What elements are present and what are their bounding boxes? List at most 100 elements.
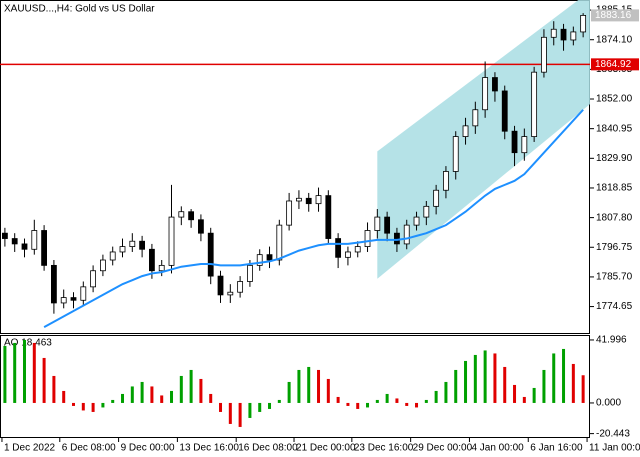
candle-body <box>247 264 253 282</box>
ao-bar <box>72 402 76 406</box>
ao-bar <box>571 363 575 403</box>
y-tick-label: -20.443 <box>596 428 630 439</box>
ao-bar <box>405 402 409 406</box>
last-price-label-box <box>591 9 639 22</box>
candle-body <box>413 216 420 226</box>
y-tick-label: 1852.00 <box>596 94 633 105</box>
candle-body <box>501 90 508 132</box>
candle-body <box>492 77 498 92</box>
chart-title: XAUUSD...,H4: Gold vs US Dollar <box>4 4 155 15</box>
y-tick-label: 1785.70 <box>596 272 633 283</box>
candle-body <box>305 197 312 205</box>
x-tick-label: 4 Jan 00:00 <box>471 443 524 454</box>
candle-body <box>433 189 440 207</box>
moving-average <box>43 109 584 328</box>
candle-body <box>31 230 38 250</box>
ao-bar <box>277 399 281 403</box>
candle-body <box>511 130 518 154</box>
candle-body <box>531 71 538 137</box>
candle-body <box>443 171 449 191</box>
ao-bar <box>415 402 419 408</box>
ao-bar <box>32 342 36 403</box>
candle-body <box>550 28 557 38</box>
ao-bar <box>473 354 477 403</box>
main-frame <box>0 0 590 334</box>
ao-bar <box>562 348 566 403</box>
candle-body <box>452 136 459 172</box>
ao-bar <box>42 357 46 403</box>
candle-body <box>384 216 391 234</box>
candle-body <box>2 232 8 239</box>
x-tick-label: 6 Dec 08:00 <box>62 443 116 454</box>
candle-body <box>80 286 87 301</box>
ao-bar <box>424 399 428 403</box>
ao-bar <box>444 381 448 403</box>
y-tick-label: 1774.65 <box>596 301 633 312</box>
channel <box>377 0 590 279</box>
ao-bar <box>219 402 223 412</box>
y-tick-label: 1829.90 <box>596 153 633 164</box>
ao-bar <box>62 390 66 403</box>
candle-body <box>472 109 479 127</box>
candle-body <box>207 232 214 277</box>
ao-bar <box>170 390 174 403</box>
candle-body <box>423 205 430 218</box>
ao-bar <box>199 378 203 403</box>
candle-body <box>60 297 67 304</box>
candle-body <box>129 240 136 247</box>
ao-bar <box>552 353 556 403</box>
candle-body <box>325 195 332 239</box>
ao-bar <box>366 402 370 408</box>
x-tick-label: 23 Dec 16:00 <box>354 443 414 454</box>
candle-body <box>364 230 371 247</box>
ao-bar <box>483 350 487 403</box>
candle-body <box>178 211 185 218</box>
x-tick-label: 21 Dec 00:00 <box>296 443 356 454</box>
x-tick-label: 1 Dec 2022 <box>4 443 56 454</box>
ao-bar <box>160 395 164 403</box>
y-tick-label: 1874.10 <box>596 34 633 45</box>
ao-bar <box>258 402 262 412</box>
candle-body <box>158 264 165 272</box>
candle-body <box>119 246 126 253</box>
last-price-label: 1883.16 <box>595 10 632 21</box>
ao-bar <box>228 402 232 424</box>
candle-body <box>266 254 273 261</box>
ao-bar <box>287 381 291 403</box>
x-tick-label: 9 Dec 00:00 <box>121 443 175 454</box>
candle-body <box>394 232 400 245</box>
candle-body <box>560 28 567 41</box>
candle-body <box>482 77 489 111</box>
candle-body <box>374 216 381 231</box>
candle-body <box>335 238 342 258</box>
ao-bar <box>13 342 17 403</box>
ao-bar <box>434 390 438 403</box>
ao-bar <box>513 384 517 403</box>
y-tick-label: 1818.85 <box>596 183 633 194</box>
candle-body <box>11 238 18 245</box>
ao-bar <box>307 366 311 403</box>
ao-bar <box>356 402 360 409</box>
ao-bar <box>209 393 213 403</box>
ao-bar <box>3 345 7 403</box>
y-tick-label: 0.000 <box>596 398 621 409</box>
ao-bar <box>522 396 526 403</box>
y-tick-label: 41.996 <box>596 335 627 346</box>
candle-body <box>168 216 175 266</box>
candle-body <box>90 270 97 288</box>
ao-bar <box>248 402 252 418</box>
ao-bar <box>111 399 115 403</box>
ao-bar <box>532 387 536 403</box>
candle-body <box>296 197 302 202</box>
ao-bar <box>101 402 105 408</box>
hline-label-box <box>591 58 639 71</box>
ao-bar <box>140 381 144 403</box>
candle-body <box>51 264 57 304</box>
x-tick-label: 6 Jan 16:00 <box>530 443 583 454</box>
ao-bar <box>375 399 379 403</box>
candle-body <box>541 36 547 73</box>
y-tick-label: 1840.95 <box>596 123 633 134</box>
hline-label: 1864.92 <box>595 59 632 70</box>
ao-bar <box>150 386 154 403</box>
candle-body <box>21 243 28 250</box>
